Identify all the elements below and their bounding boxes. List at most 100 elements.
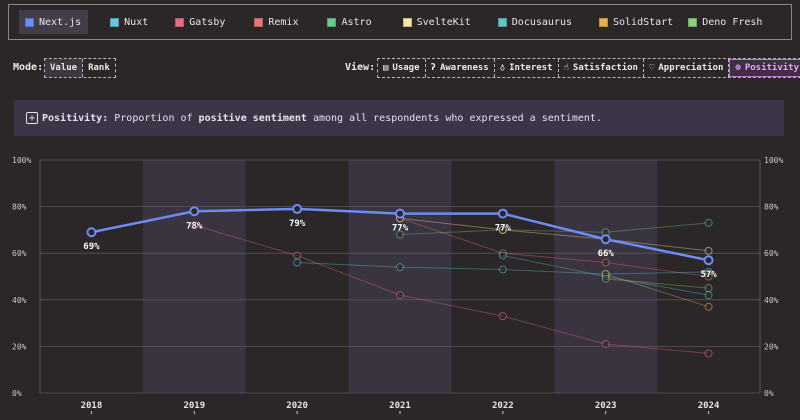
- data-point-deno-fresh: [704, 284, 713, 293]
- data-label: 79%: [289, 219, 306, 229]
- data-point-remix: [704, 272, 713, 281]
- legend-item-solidstart[interactable]: SolidStart: [593, 10, 680, 34]
- x-tick-label: 2021: [389, 401, 411, 411]
- view-positivity-button[interactable]: ⊕ Positivity: [729, 59, 800, 77]
- data-point-sveltekit: [498, 225, 507, 234]
- legend-label: Nuxt: [124, 16, 149, 28]
- view-satisfaction-button[interactable]: ☝ Satisfaction: [559, 59, 644, 77]
- view-option-label: Appreciation: [658, 63, 724, 73]
- data-point-gatsby: [190, 221, 199, 230]
- data-point-docusaurus: [498, 251, 507, 260]
- view-title: View:: [345, 62, 376, 73]
- data-point-solidstart: [704, 302, 713, 311]
- mode-toggle: Value Rank: [44, 58, 116, 78]
- y-tick-label-left: 100%: [12, 156, 31, 165]
- data-point-nuxt: [293, 258, 302, 267]
- legend-item-nuxt[interactable]: Nuxt: [104, 10, 155, 34]
- data-point-gatsby: [704, 349, 713, 358]
- legend-item-deno-fresh[interactable]: Deno Fresh: [682, 10, 769, 34]
- y-tick-label-right: 100%: [764, 156, 783, 165]
- data-point-remix: [601, 258, 610, 267]
- legend-swatch: [254, 17, 264, 27]
- plus-circle-icon: +: [26, 112, 38, 124]
- legend-swatch: [25, 17, 34, 27]
- x-tick-label: 2018: [81, 401, 103, 411]
- legend-item-sveltekit[interactable]: SvelteKit: [397, 10, 478, 34]
- thumbs-up-icon: ☝: [563, 63, 569, 73]
- data-label: 77%: [392, 224, 409, 234]
- series-line-astro: [399, 222, 709, 236]
- legend-item-next-js[interactable]: Next.js: [19, 10, 89, 34]
- metric-description: + Positivity: Proportion of positive sen…: [14, 100, 784, 136]
- column-band: [142, 160, 246, 393]
- legend-label: SolidStart: [613, 16, 674, 28]
- legend-label: Astro: [341, 16, 372, 28]
- view-option-label: Positivity: [744, 63, 800, 73]
- y-tick-label-left: 0%: [12, 389, 22, 398]
- view-option-label: Usage: [392, 63, 420, 73]
- legend-item-remix[interactable]: Remix: [248, 10, 305, 34]
- mode-title: Mode:: [13, 62, 44, 73]
- series-line-solidstart: [605, 273, 709, 308]
- series-line-deno-fresh: [605, 278, 709, 289]
- x-tick-label: 2020: [286, 401, 308, 411]
- metric-text-after: among all respondents who expressed a se…: [306, 112, 602, 124]
- x-tick-label: 2022: [492, 401, 514, 411]
- legend-label: Docusaurus: [511, 16, 572, 28]
- view-appreciation-button[interactable]: ♡ Appreciation: [644, 59, 730, 77]
- y-tick-label-left: 80%: [12, 203, 27, 212]
- legend: Next.js Nuxt Gatsby Remix Astro SvelteKit Docu…: [8, 4, 792, 40]
- data-label: 57%: [700, 270, 717, 280]
- metric-text-before: Proportion of: [108, 112, 199, 124]
- legend-swatch: [402, 17, 412, 27]
- legend-swatch: [497, 17, 507, 27]
- data-point-astro: [704, 218, 713, 227]
- legend-label: Deno Fresh: [702, 16, 763, 28]
- view-toggle: ▤ Usage ʔ Awareness ♁ Interest ☝ Satisfaction ♡ A…: [377, 58, 800, 78]
- view-usage-button[interactable]: ▤ Usage: [378, 59, 426, 77]
- data-point-next-js: [292, 203, 303, 214]
- data-label: 77%: [495, 224, 512, 234]
- data-point-gatsby: [601, 340, 610, 349]
- data-point-next-js: [395, 208, 405, 219]
- legend-item-gatsby[interactable]: Gatsby: [169, 10, 232, 34]
- metric-emphasis: positive sentiment: [198, 112, 307, 124]
- legend-label: SvelteKit: [416, 16, 471, 28]
- data-point-next-js: [703, 255, 714, 266]
- view-awareness-button[interactable]: ʔ Awareness: [426, 59, 495, 77]
- legend-swatch: [599, 17, 608, 27]
- view-option-label: Interest: [509, 63, 553, 73]
- data-point-next-js: [189, 206, 200, 217]
- data-point-astro: [396, 230, 404, 239]
- ear-icon: ʔ: [430, 63, 436, 73]
- data-point-next-js: [600, 234, 611, 245]
- mode-value-button[interactable]: Value: [45, 59, 84, 77]
- view-interest-button[interactable]: ♁ Interest: [495, 59, 559, 77]
- y-tick-label-right: 60%: [764, 249, 779, 258]
- heart-icon: ♡: [648, 63, 655, 73]
- mode-rank-button[interactable]: Rank: [88, 63, 110, 73]
- legend-label: Remix: [268, 16, 299, 28]
- plus-circle-icon: ⊕: [735, 63, 741, 73]
- data-point-next-js: [497, 208, 508, 219]
- y-tick-label-right: 20%: [764, 342, 779, 351]
- x-tick-label: 2019: [183, 401, 205, 411]
- series-line-remix: [399, 217, 709, 277]
- data-label: 66%: [598, 249, 615, 259]
- data-point-gatsby: [498, 312, 507, 321]
- data-point-docusaurus: [704, 291, 713, 300]
- data-label: 69%: [83, 242, 100, 252]
- y-tick-label-left: 20%: [12, 342, 27, 351]
- data-point-sveltekit: [704, 246, 713, 255]
- y-tick-label-left: 60%: [12, 249, 27, 258]
- legend-item-docusaurus[interactable]: Docusaurus: [492, 10, 579, 34]
- data-point-next-js: [86, 227, 97, 238]
- series-line-gatsby: [194, 224, 709, 354]
- data-point-deno-fresh: [601, 274, 610, 283]
- series-line-sveltekit: [399, 217, 709, 252]
- legend-item-astro[interactable]: Astro: [321, 10, 378, 34]
- line-chart: 0% 0% 20% 20% 40% 40% 60% 60% 80% 80% 100% 100% 2018…: [12, 156, 783, 414]
- document-icon: ▤: [383, 63, 389, 73]
- legend-swatch: [175, 17, 185, 27]
- x-tick-label: 2023: [595, 401, 617, 411]
